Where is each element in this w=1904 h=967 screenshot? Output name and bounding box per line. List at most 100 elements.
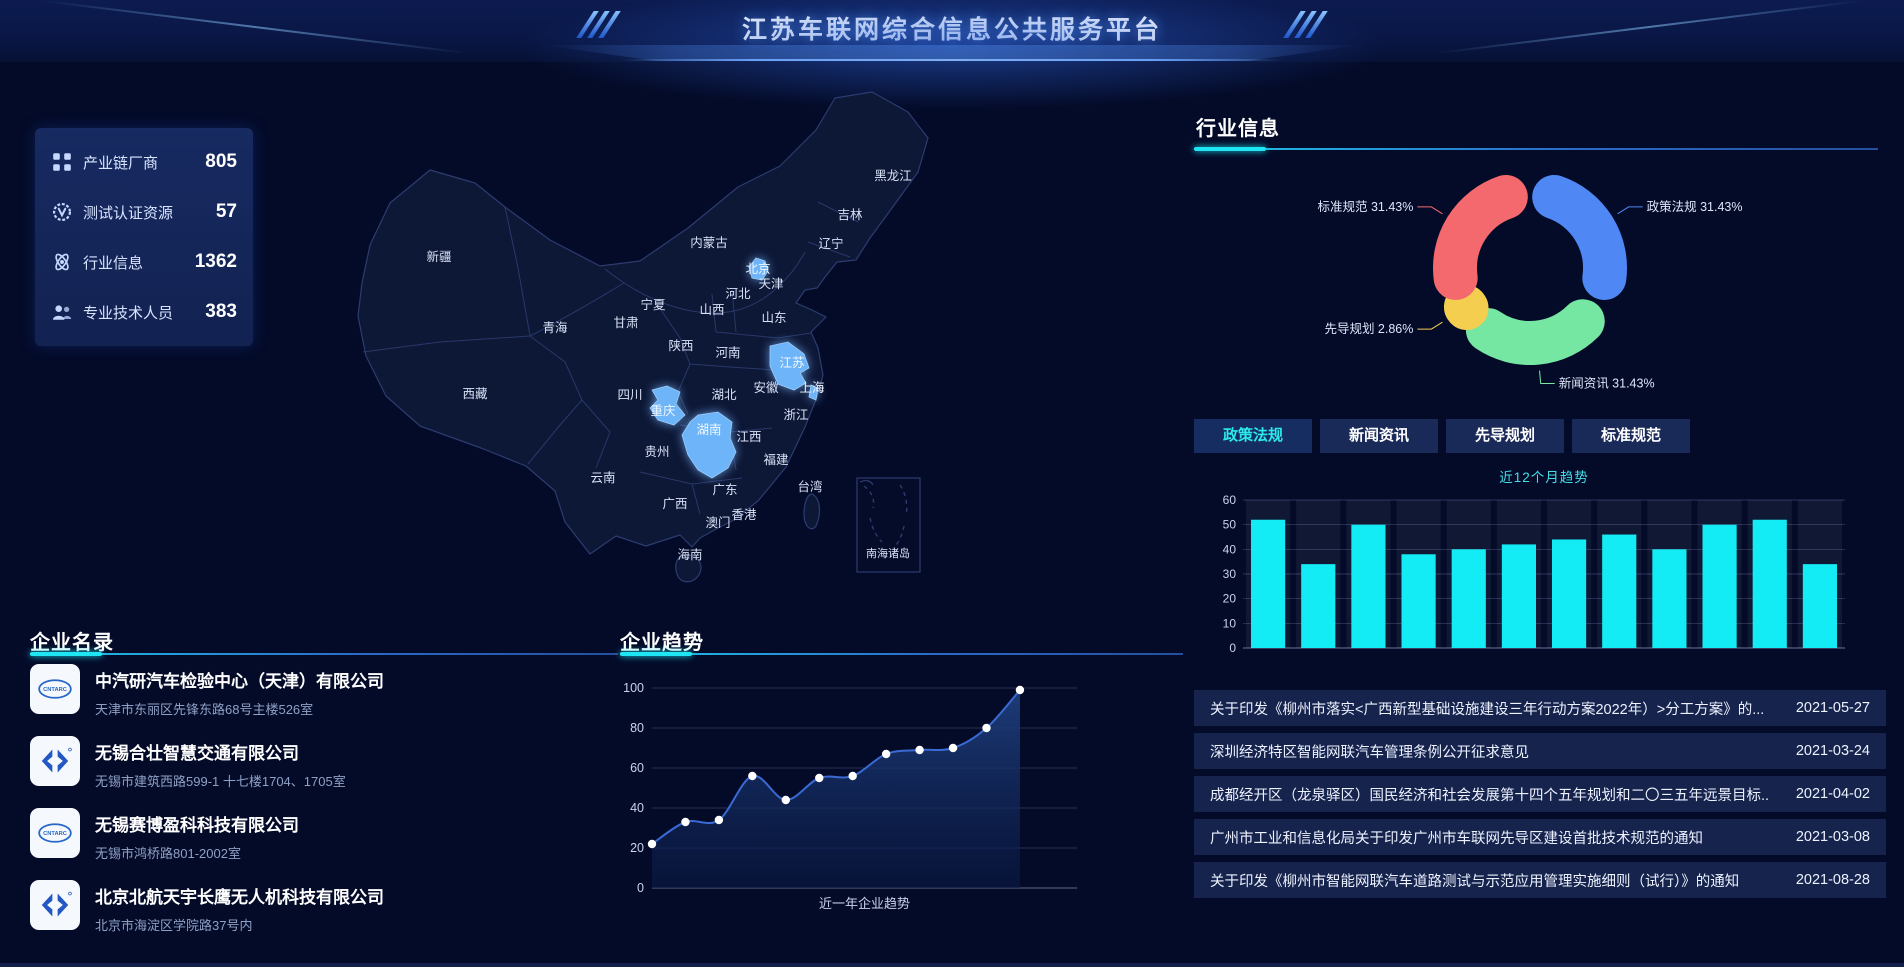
map-label-吉林[interactable]: 吉林 bbox=[837, 208, 863, 222]
bar[interactable] bbox=[1251, 519, 1286, 648]
map-taiwan-island[interactable] bbox=[803, 493, 821, 530]
stat-row-industry[interactable]: 行业信息 1362 bbox=[51, 244, 237, 280]
map-region-beijing[interactable] bbox=[748, 257, 769, 281]
map-hainan-island[interactable] bbox=[675, 554, 702, 583]
map-label-海南[interactable]: 海南 bbox=[677, 547, 702, 562]
map-label-浙江[interactable]: 浙江 bbox=[783, 407, 808, 422]
bar[interactable] bbox=[1652, 549, 1687, 648]
map-mainland[interactable] bbox=[357, 91, 929, 583]
bar-ytick: 0 bbox=[1229, 641, 1236, 655]
map-label-香港[interactable]: 香港 bbox=[731, 508, 757, 522]
map-highlighted-provinces[interactable] bbox=[649, 257, 819, 479]
map-label-云南[interactable]: 云南 bbox=[590, 470, 615, 485]
line-data-point[interactable] bbox=[1015, 685, 1025, 695]
company-row[interactable]: 无锡合壮智慧交通有限公司 无锡市建筑西路599-1 十七楼1704、1705室 bbox=[30, 736, 610, 790]
bar[interactable] bbox=[1451, 549, 1486, 648]
bar[interactable] bbox=[1552, 539, 1587, 648]
bar[interactable] bbox=[1602, 534, 1637, 648]
company-row[interactable]: CNTARC 中汽研汽车检验中心（天津）有限公司 天津市东丽区先锋东路68号主楼52… bbox=[30, 664, 610, 718]
map-label-黑龙江[interactable]: 黑龙江 bbox=[874, 169, 912, 183]
tab-pilot[interactable]: 先导规划 bbox=[1446, 419, 1564, 453]
map-label-陕西[interactable]: 陕西 bbox=[668, 338, 693, 353]
tab-news[interactable]: 新闻资讯 bbox=[1320, 419, 1438, 453]
bar[interactable] bbox=[1351, 524, 1386, 648]
map-label-澳门[interactable]: 澳门 bbox=[705, 515, 730, 530]
map-label-北京[interactable]: 北京 bbox=[745, 262, 770, 276]
map-label-广东[interactable]: 广东 bbox=[712, 483, 737, 497]
map-label-山西[interactable]: 山西 bbox=[699, 303, 724, 317]
map-label-江西[interactable]: 江西 bbox=[736, 430, 761, 444]
line-data-point[interactable] bbox=[748, 771, 757, 781]
company-row[interactable]: 北京北航天宇长鹰无人机科技有限公司 北京市海淀区学院路37号内 bbox=[30, 880, 610, 934]
map-region-hunan[interactable] bbox=[681, 411, 737, 479]
map-label-甘肃[interactable]: 甘肃 bbox=[613, 316, 638, 330]
news-row[interactable]: 关于印发《柳州市智能网联汽车道路测试与示范应用管理实施细则（试行）》的通知 202… bbox=[1194, 862, 1886, 898]
map-region-jiangsu[interactable] bbox=[769, 341, 810, 391]
line-data-point[interactable] bbox=[848, 771, 857, 781]
donut-segment-新闻资讯[interactable] bbox=[1465, 299, 1605, 365]
line-data-point[interactable] bbox=[714, 815, 724, 825]
map-label-贵州[interactable]: 贵州 bbox=[644, 445, 669, 459]
news-row[interactable]: 广州市工业和信息化局关于印发广州市车联网先导区建设首批技术规范的通知 2021-0… bbox=[1194, 819, 1886, 855]
news-date: 2021-05-27 bbox=[1795, 700, 1870, 716]
news-row[interactable]: 成都经开区（龙泉驿区）国民经济和社会发展第十四个五年规划和二〇三五年远景目标..… bbox=[1194, 776, 1886, 812]
industry-donut-chart[interactable]: 政策法规 31.43% 新闻资讯 31.43% 先导规划 2.86% 标准规范 31.… bbox=[1280, 160, 1820, 400]
donut-segment-标准规范[interactable] bbox=[1433, 175, 1528, 300]
map-region-chongqing[interactable] bbox=[649, 385, 686, 426]
company-name: 无锡合壮智慧交通有限公司 bbox=[95, 744, 299, 763]
line-data-point[interactable] bbox=[681, 817, 690, 827]
map-label-台湾[interactable]: 台湾 bbox=[797, 479, 822, 494]
map-label-四川[interactable]: 四川 bbox=[617, 388, 642, 402]
map-label-内蒙古[interactable]: 内蒙古 bbox=[690, 235, 728, 250]
bar[interactable] bbox=[1301, 564, 1336, 648]
bar[interactable] bbox=[1401, 554, 1436, 648]
bar[interactable] bbox=[1752, 519, 1787, 648]
map-label-西藏[interactable]: 西藏 bbox=[462, 387, 488, 401]
line-data-point[interactable] bbox=[982, 723, 991, 733]
map-label-湖南[interactable]: 湖南 bbox=[696, 422, 721, 437]
map-label-河北[interactable]: 河北 bbox=[725, 287, 751, 301]
map-label-宁夏[interactable]: 宁夏 bbox=[640, 297, 666, 312]
map-label-河南[interactable]: 河南 bbox=[715, 345, 740, 360]
map-label-青海[interactable]: 青海 bbox=[542, 320, 568, 335]
map-label-天津[interactable]: 天津 bbox=[758, 277, 783, 291]
map-label-辽宁[interactable]: 辽宁 bbox=[818, 236, 843, 251]
map-label-福建[interactable]: 福建 bbox=[763, 452, 789, 467]
map-label-江苏[interactable]: 江苏 bbox=[779, 355, 804, 370]
map-label-重庆[interactable]: 重庆 bbox=[650, 403, 676, 418]
line-data-point[interactable] bbox=[915, 745, 924, 755]
bar[interactable] bbox=[1702, 524, 1737, 648]
map-label-新疆[interactable]: 新疆 bbox=[426, 249, 451, 264]
bar[interactable] bbox=[1501, 544, 1536, 648]
donut-segment-政策法规[interactable] bbox=[1532, 175, 1627, 300]
line-data-point[interactable] bbox=[815, 773, 824, 783]
news-row[interactable]: 深圳经济特区智能网联汽车管理条例公开征求意见 2021-03-24 bbox=[1194, 733, 1886, 769]
map-label-广西[interactable]: 广西 bbox=[662, 497, 687, 511]
line-data-point[interactable] bbox=[647, 839, 657, 849]
enterprise-trend-line-chart[interactable]: 0 20 40 60 80 100 近一年企业趋势 bbox=[595, 650, 1195, 960]
line-data-point[interactable] bbox=[881, 749, 891, 759]
monthly-trend-bar-chart[interactable]: 0 10 20 30 40 50 60 bbox=[1200, 490, 1890, 665]
map-label-湖北[interactable]: 湖北 bbox=[711, 387, 737, 402]
tab-policy[interactable]: 政策法规 bbox=[1194, 419, 1312, 453]
stats-panel: 产业链厂商 805 测试认证资源 57 行业信息 1362 专业技术人员 383 bbox=[35, 128, 253, 346]
bar-ytick: 60 bbox=[1223, 493, 1237, 507]
bar[interactable] bbox=[1802, 564, 1837, 648]
line-data-point[interactable] bbox=[781, 795, 790, 805]
stat-row-chain[interactable]: 产业链厂商 805 bbox=[51, 144, 237, 180]
news-row[interactable]: 关于印发《柳州市落实<广西新型基础设施建设三年行动方案2022年）>分工方案》的… bbox=[1194, 690, 1886, 726]
map-region-shanghai[interactable] bbox=[808, 384, 819, 401]
stat-row-personnel[interactable]: 专业技术人员 383 bbox=[51, 294, 237, 330]
line-data-point[interactable] bbox=[948, 743, 958, 753]
map-label-上海[interactable]: 上海 bbox=[799, 380, 825, 395]
svg-text:CNTARC: CNTARC bbox=[43, 687, 67, 693]
tab-standard[interactable]: 标准规范 bbox=[1572, 419, 1690, 453]
map-label-安徽[interactable]: 安徽 bbox=[753, 380, 779, 395]
donut-segment-先导规划[interactable] bbox=[1443, 284, 1489, 331]
stat-row-cert[interactable]: 测试认证资源 57 bbox=[51, 194, 237, 230]
news-title: 成都经开区（龙泉驿区）国民经济和社会发展第十四个五年规划和二〇三五年远景目标..… bbox=[1210, 787, 1770, 804]
map-label-南海诸岛[interactable]: 南海诸岛 bbox=[866, 546, 910, 560]
map-label-山东[interactable]: 山东 bbox=[761, 311, 786, 325]
company-row[interactable]: CNTARC 无锡赛博盈科科技有限公司 无锡市鸿桥路801-2002室 bbox=[30, 808, 610, 862]
